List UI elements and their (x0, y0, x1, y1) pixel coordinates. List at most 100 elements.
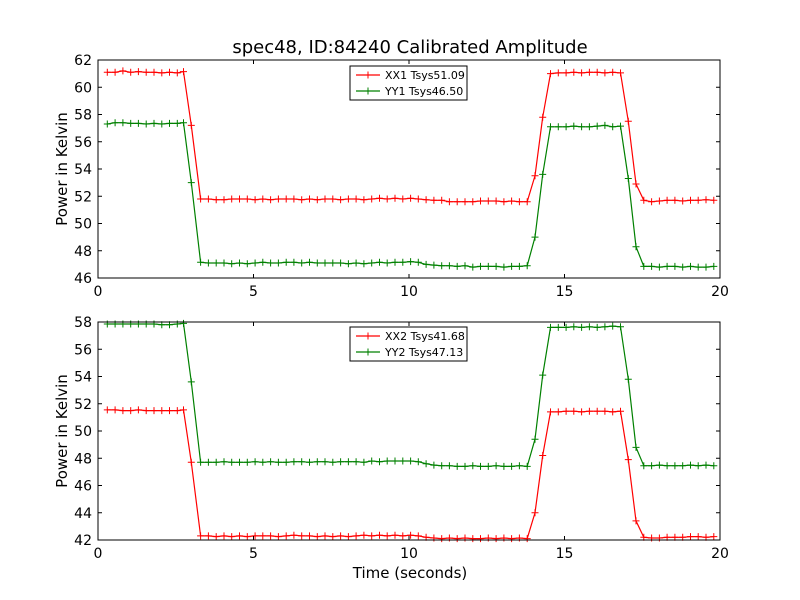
data-point (368, 195, 376, 203)
x-tick-label: 0 (94, 546, 103, 562)
data-point (251, 532, 259, 540)
x-tick-label: 10 (400, 284, 418, 300)
data-point (344, 195, 352, 203)
data-point (399, 457, 407, 465)
data-point (578, 123, 586, 131)
data-point (422, 260, 430, 268)
data-point (710, 533, 718, 541)
data-point (236, 259, 243, 267)
data-point (585, 407, 593, 415)
data-point (298, 458, 306, 466)
data-point (632, 180, 640, 188)
data-point (710, 196, 718, 204)
data-point (477, 462, 484, 470)
data-point (492, 535, 500, 543)
data-point (477, 535, 484, 543)
y-tick-label: 60 (74, 80, 92, 96)
y-tick-label: 54 (74, 370, 92, 386)
data-point (671, 262, 679, 270)
y-tick-label: 42 (74, 533, 92, 549)
data-point (158, 407, 166, 415)
data-point (212, 259, 220, 267)
data-point (624, 117, 632, 125)
data-point (220, 196, 228, 204)
data-point (376, 531, 383, 539)
data-point (290, 258, 298, 266)
data-point (523, 535, 531, 543)
data-point (259, 458, 267, 466)
legend-box (349, 65, 468, 101)
data-point (399, 195, 407, 203)
data-point (694, 196, 702, 204)
legend-marker (364, 87, 372, 95)
data-point (306, 458, 313, 466)
data-point (430, 461, 438, 469)
data-point (710, 262, 718, 270)
data-point (187, 378, 195, 386)
data-point (601, 121, 609, 129)
data-point (515, 262, 523, 270)
data-point (539, 113, 547, 121)
data-point (445, 262, 453, 270)
data-point (166, 407, 173, 415)
data-point (445, 198, 453, 206)
data-point (212, 458, 220, 466)
data-point (134, 68, 142, 76)
data-point (492, 197, 500, 205)
data-point (593, 407, 601, 415)
data-point (430, 196, 438, 204)
data-point (531, 509, 539, 517)
data-point (187, 458, 195, 466)
data-point (484, 262, 492, 270)
data-point (344, 533, 352, 541)
data-point (212, 196, 220, 204)
data-point (267, 196, 275, 204)
data-point (337, 532, 345, 540)
data-point (352, 259, 360, 267)
data-point (376, 258, 383, 266)
data-point (243, 260, 251, 268)
data-point (337, 458, 345, 466)
data-point (313, 259, 321, 267)
data-point (383, 259, 391, 267)
legend-marker (364, 348, 372, 356)
y-tick-label: 62 (74, 53, 92, 69)
data-point (344, 260, 352, 268)
legend-label: YY1 Tsys46.50 (384, 85, 463, 98)
data-point (694, 533, 702, 541)
legend-marker (364, 71, 372, 79)
data-point (274, 533, 282, 541)
data-point (329, 458, 337, 466)
data-point (694, 263, 702, 271)
data-point (414, 195, 422, 203)
data-point (180, 119, 187, 127)
data-point (554, 408, 562, 416)
data-point (477, 197, 484, 205)
data-point (267, 458, 275, 466)
data-point (150, 407, 158, 415)
y-tick-label: 58 (74, 108, 92, 124)
data-point (562, 407, 570, 415)
data-point (655, 197, 663, 205)
data-point (103, 120, 111, 128)
data-point (508, 197, 516, 205)
data-point (158, 120, 166, 128)
data-point (329, 195, 337, 203)
data-point (368, 259, 376, 267)
data-point (220, 532, 228, 540)
data-point (103, 406, 111, 414)
data-point (313, 196, 321, 204)
data-point (173, 119, 181, 127)
data-point (438, 462, 446, 470)
x-tick-label: 10 (400, 546, 418, 562)
data-point (710, 462, 718, 470)
data-point (547, 123, 554, 131)
data-point (593, 122, 601, 130)
data-point (166, 119, 173, 127)
data-point (212, 533, 220, 541)
data-point (220, 458, 228, 466)
data-point (282, 195, 290, 203)
data-point (228, 533, 236, 541)
data-point (461, 198, 469, 206)
data-point (508, 262, 516, 270)
